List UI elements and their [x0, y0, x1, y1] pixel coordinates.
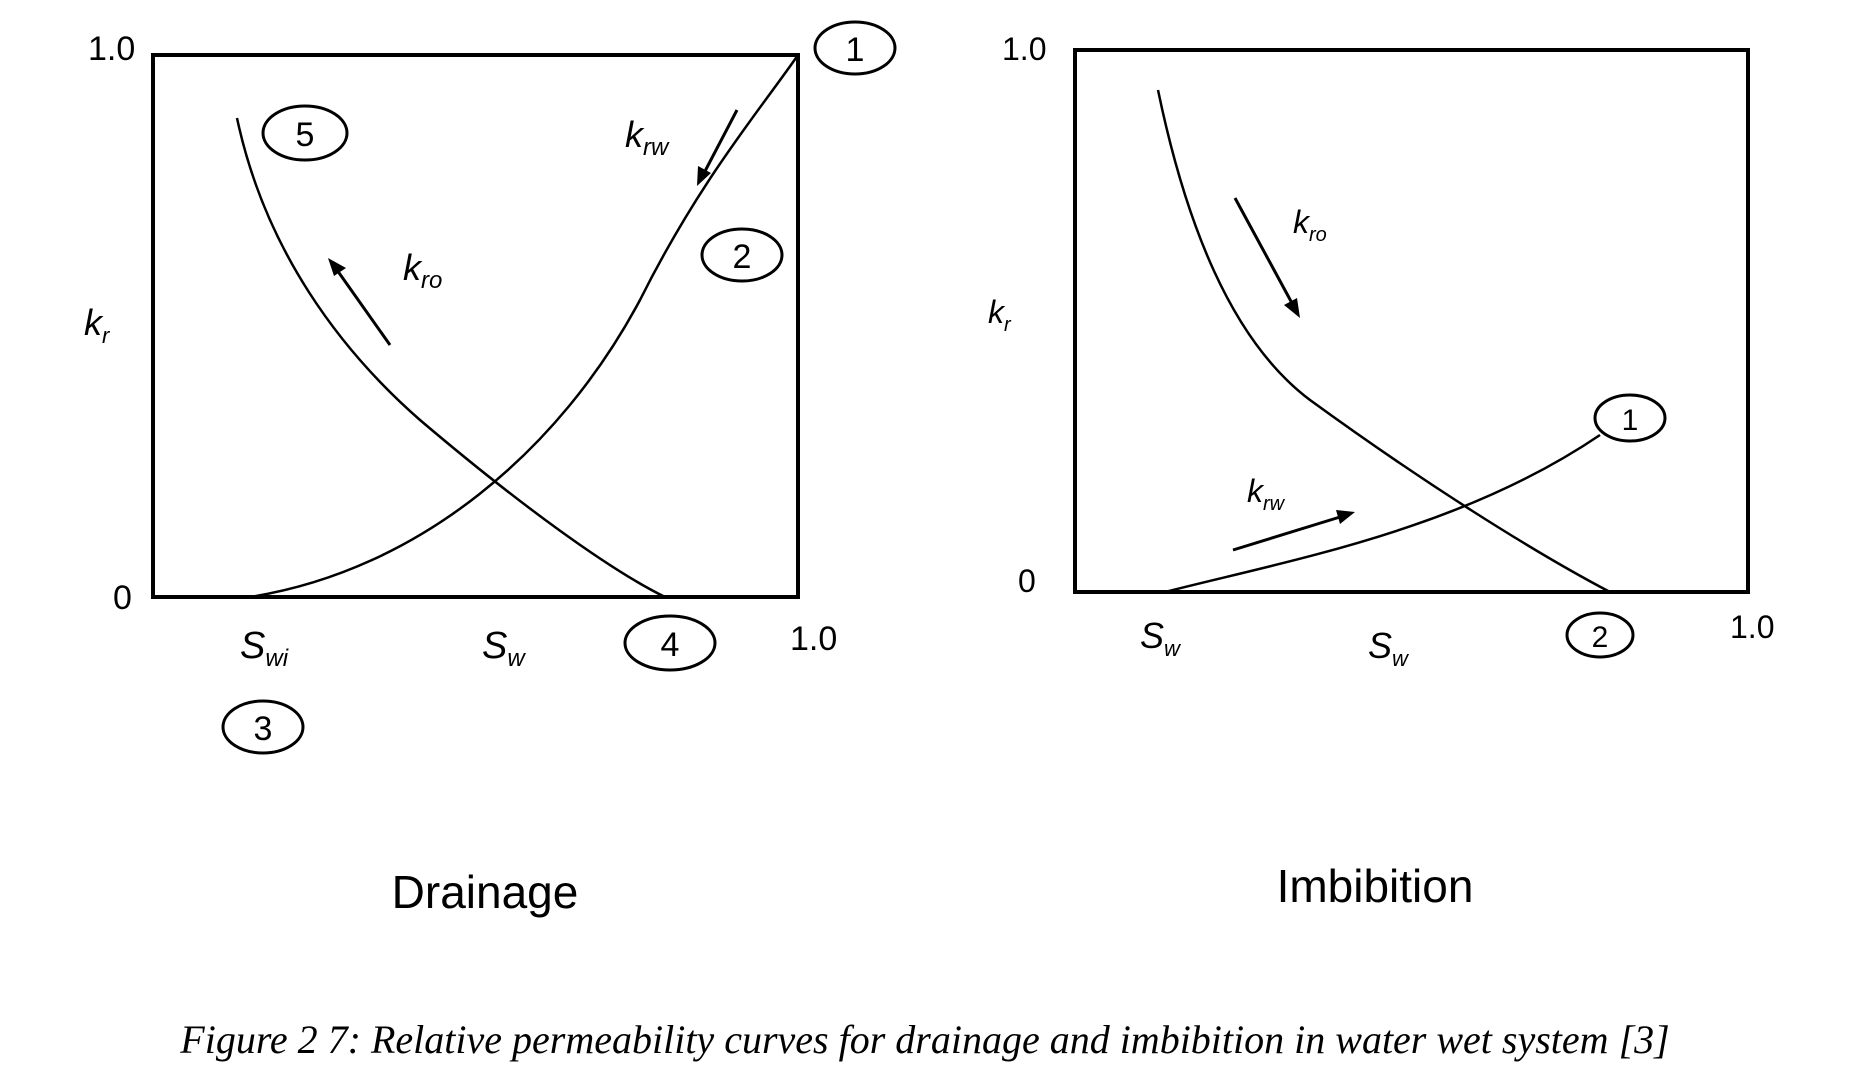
- imbibition-x-end-label: 1.0: [1730, 609, 1774, 645]
- drainage-marker-2: 2: [700, 227, 784, 283]
- drainage-marker-1: 1: [813, 20, 897, 76]
- drainage-title: Drainage: [392, 866, 579, 918]
- drainage-kro-curve: [235, 117, 666, 599]
- drainage-marker-3: 3: [221, 699, 305, 755]
- imbibition-krw-label: krw: [1247, 473, 1286, 515]
- drainage-kro-arrow: [328, 258, 392, 346]
- drainage-y-top-label: 1.0: [88, 30, 135, 68]
- imbibition-sw-label: Sw: [1368, 625, 1410, 671]
- svg-text:3: 3: [254, 710, 273, 748]
- drainage-y-zero-label: 0: [113, 579, 132, 617]
- drainage-krw-curve: [249, 54, 800, 599]
- svg-text:2: 2: [1592, 621, 1609, 654]
- drainage-x-end-label: 1.0: [790, 620, 837, 658]
- svg-text:1: 1: [846, 31, 865, 69]
- imbibition-title: Imbibition: [1277, 860, 1474, 912]
- imbibition-panel: 1.0 0 1.0 kr Sw Sw kro krw 1 2 I: [988, 31, 1774, 912]
- drainage-plot-frame: [151, 53, 800, 599]
- svg-text:4: 4: [661, 626, 680, 664]
- imbibition-kro-curve: [1156, 89, 1611, 594]
- drainage-y-axis-label: kr: [84, 302, 111, 348]
- imbibition-y-zero-label: 0: [1018, 563, 1036, 599]
- drainage-kro-label: kro: [403, 247, 442, 294]
- drainage-krw-arrow: [697, 109, 739, 186]
- imbibition-kro-arrow: [1233, 197, 1300, 318]
- imbibition-marker-2: 2: [1565, 611, 1635, 659]
- drainage-krw-label: krw: [625, 114, 670, 161]
- svg-text:2: 2: [733, 238, 752, 276]
- imbibition-kro-label: kro: [1293, 204, 1327, 246]
- svg-text:5: 5: [296, 116, 315, 154]
- imbibition-krw-arrow: [1232, 510, 1355, 552]
- svg-text:1: 1: [1622, 404, 1639, 437]
- imbibition-y-axis-label: kr: [988, 294, 1012, 336]
- drainage-marker-5: 5: [261, 104, 349, 162]
- figure-caption: Figure 2 7: Relative permeability curves…: [179, 1017, 1669, 1062]
- drainage-sw-label: Sw: [482, 625, 526, 672]
- drainage-marker-4: 4: [623, 614, 717, 672]
- imbibition-sw-start-label: Sw: [1140, 615, 1182, 661]
- imbibition-plot-frame: [1073, 48, 1750, 594]
- drainage-panel: 1.0 0 1.0 kr Swi Sw krw kro 1 2: [84, 20, 897, 918]
- imbibition-krw-curve: [1164, 433, 1601, 594]
- imbibition-y-top-label: 1.0: [1002, 31, 1046, 67]
- drainage-swi-label: Swi: [240, 625, 289, 672]
- imbibition-marker-1: 1: [1593, 393, 1667, 443]
